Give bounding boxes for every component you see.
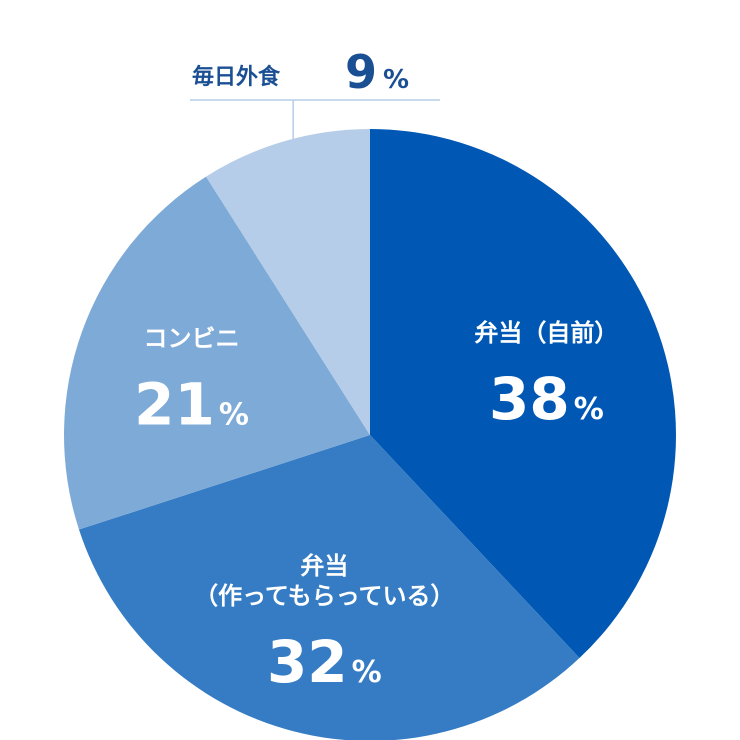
- slice-label-2: 弁当（作ってもらっている） 32%: [194, 552, 454, 696]
- leader-lines: [190, 99, 440, 171]
- slice-name-line: コンビニ: [143, 325, 239, 353]
- slice-value: 38%: [489, 365, 604, 433]
- slice-value: 21%: [134, 371, 249, 439]
- slice-name-line: （作ってもらっている）: [194, 582, 454, 610]
- pie-slices: [64, 129, 676, 740]
- pie-slice-1: [370, 129, 676, 659]
- pie-slice-3: [64, 176, 371, 530]
- slice-name-line: 弁当（自前）: [474, 319, 618, 347]
- slice-label-4: 毎日外食 9%: [192, 45, 409, 99]
- slice-labels: 弁当（自前） 38 % 弁当（作ってもらっている） 32 % コンビニ 21 % 毎日外食 9%: [134, 45, 618, 696]
- slice-name-line: 弁当: [300, 552, 348, 580]
- pie-slice-2: [78, 435, 580, 740]
- pie-slice-4: [206, 129, 370, 435]
- slice-label-1: 弁当（自前） 38%: [474, 319, 618, 433]
- slice-label-3: コンビニ 21%: [134, 325, 249, 439]
- slice-name-line: 毎日外食: [192, 64, 281, 90]
- slice-value: 32%: [267, 628, 382, 696]
- slice-value: 9%: [345, 45, 409, 99]
